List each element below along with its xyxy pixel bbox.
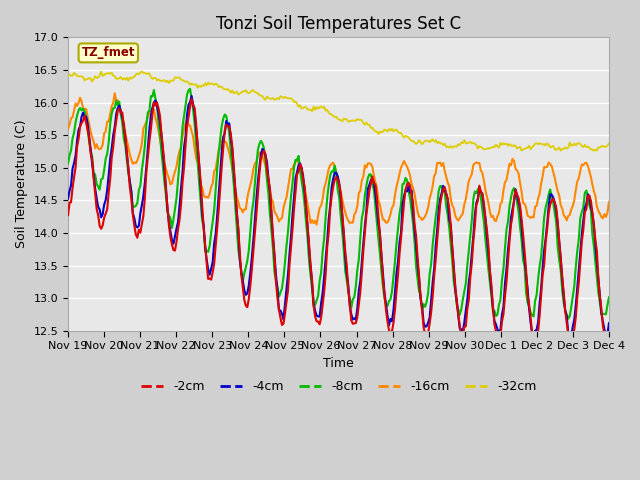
Text: TZ_fmet: TZ_fmet bbox=[81, 47, 135, 60]
Legend: -2cm, -4cm, -8cm, -16cm, -32cm: -2cm, -4cm, -8cm, -16cm, -32cm bbox=[136, 375, 541, 398]
Y-axis label: Soil Temperature (C): Soil Temperature (C) bbox=[15, 120, 28, 248]
X-axis label: Time: Time bbox=[323, 357, 354, 370]
Title: Tonzi Soil Temperatures Set C: Tonzi Soil Temperatures Set C bbox=[216, 15, 461, 33]
